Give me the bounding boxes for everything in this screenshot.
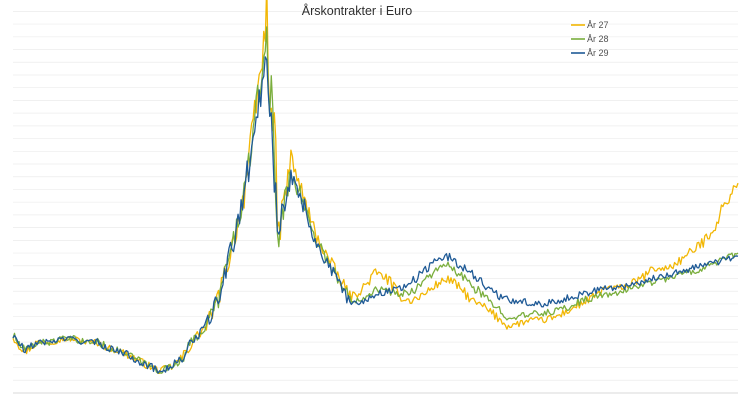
series-line-år-29 — [12, 56, 739, 374]
legend: År 27 År 28 År 29 — [571, 20, 609, 58]
legend-label: År 27 — [587, 20, 609, 30]
gridlines — [13, 11, 738, 394]
series-line-år-28 — [12, 26, 739, 374]
series-layer — [12, 0, 739, 375]
legend-label: År 29 — [587, 48, 609, 58]
chart-title: Årskontrakter i Euro — [302, 3, 413, 18]
series-line-år-27 — [12, 0, 739, 375]
legend-label: År 28 — [587, 34, 609, 44]
